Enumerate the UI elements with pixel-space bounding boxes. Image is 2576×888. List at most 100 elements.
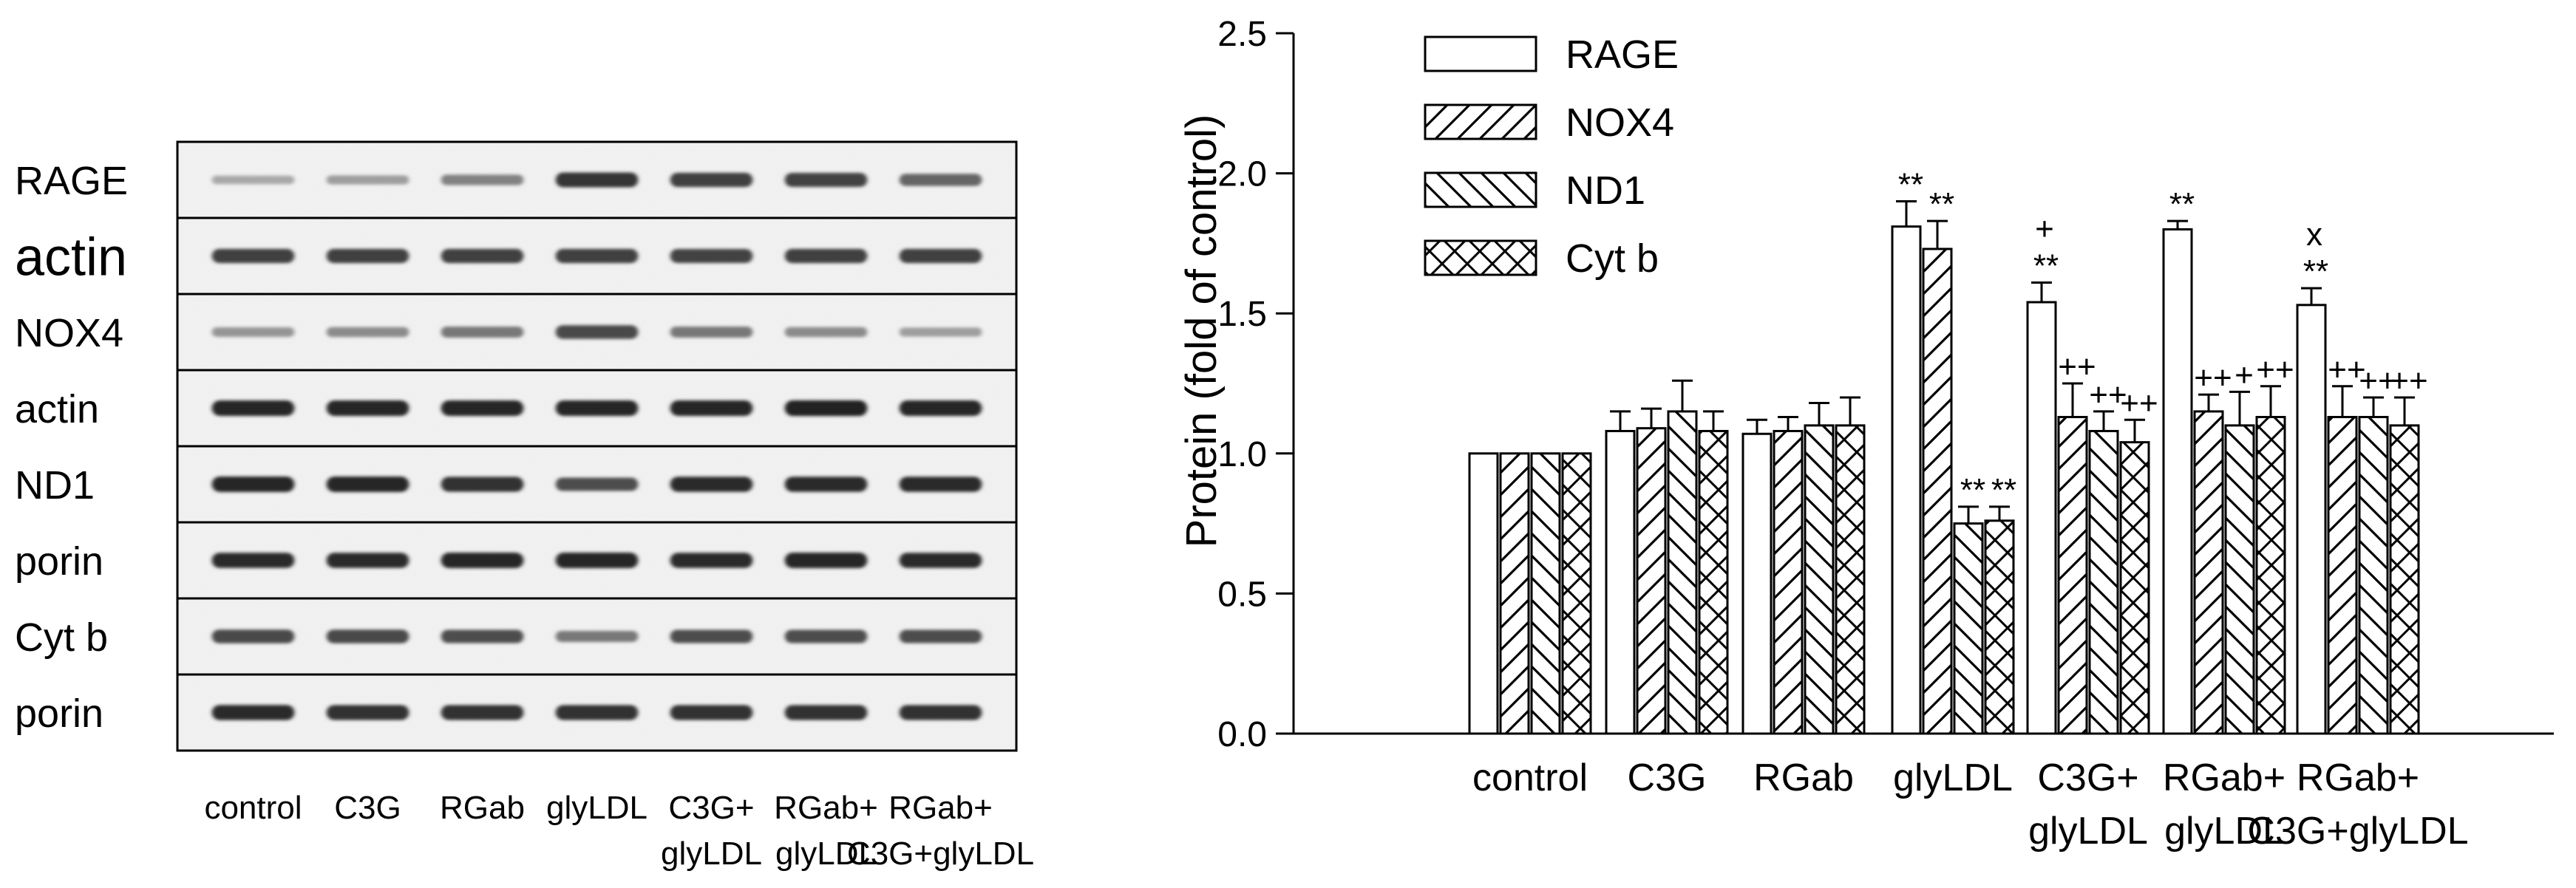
blot-row: porin <box>15 521 1018 600</box>
bar-group-item: ** <box>1953 472 1985 735</box>
protein-band <box>899 477 982 492</box>
significance-marker: ++ <box>2359 363 2396 399</box>
blot-lane-label: control <box>204 790 302 826</box>
bar-group-item: **+ <box>2026 211 2059 735</box>
protein-band <box>784 173 868 187</box>
x-category-label: C3G+ <box>2037 756 2138 799</box>
protein-band <box>555 400 639 416</box>
protein-band <box>899 553 982 568</box>
legend-swatch <box>1424 103 1537 140</box>
protein-band <box>899 629 982 643</box>
bar <box>1773 429 1804 735</box>
protein-band <box>211 327 295 337</box>
x-category-label: C3G <box>1628 756 1707 799</box>
blot-lane-label-line2: C3G+glyLDL <box>847 836 1034 872</box>
x-category-label-line2: C3G+glyLDL <box>2247 810 2468 853</box>
protein-band <box>211 553 295 568</box>
protein-band <box>326 400 409 416</box>
bar <box>1804 424 1835 735</box>
legend-entry: ND1 <box>1424 168 1645 213</box>
protein-band <box>784 248 868 264</box>
protein-band <box>899 400 982 416</box>
x-category-label-line2: glyLDL <box>2028 810 2148 853</box>
protein-band <box>784 477 868 492</box>
significance-marker-top: x <box>2306 216 2322 253</box>
bar-group-item: + <box>2224 357 2255 735</box>
bar-group-item <box>1773 416 1804 735</box>
legend-entry: NOX4 <box>1424 100 1674 145</box>
significance-marker: ** <box>2303 253 2328 290</box>
bar <box>1835 424 1866 735</box>
protein-band <box>555 172 639 188</box>
protein-band <box>441 629 524 643</box>
legend-entry: RAGE <box>1424 33 1679 77</box>
protein-band <box>670 553 753 568</box>
bar-group-item <box>1605 410 1636 735</box>
western-blot-panel: RAGE actin NOX4 actin ND1 porin Cyt b porin con… <box>0 0 1153 884</box>
protein-band <box>441 477 524 492</box>
protein-band <box>441 248 524 264</box>
blot-row-border <box>176 673 1018 752</box>
bar <box>1922 247 1953 735</box>
bar <box>1636 427 1667 735</box>
protein-band <box>784 553 868 568</box>
protein-band <box>326 477 409 492</box>
bar <box>1468 452 1499 735</box>
protein-band <box>211 175 295 185</box>
blot-protein-label: actin <box>15 228 127 287</box>
significance-marker: ++ <box>2120 385 2158 421</box>
protein-band <box>899 327 982 337</box>
legend-label: NOX4 <box>1566 100 1674 145</box>
protein-band <box>899 705 982 720</box>
bar <box>2162 228 2193 735</box>
blot-protein-label: Cyt b <box>15 615 108 660</box>
protein-band <box>784 629 868 643</box>
protein-band <box>441 705 524 720</box>
bar-group-item <box>1835 396 1866 735</box>
blot-protein-label: porin <box>15 691 103 736</box>
western-blot-figure: RAGE actin NOX4 actin ND1 porin Cyt b porin con… <box>15 140 1034 872</box>
legend-swatch <box>1424 239 1537 276</box>
protein-band <box>555 477 639 491</box>
blot-lane-label: glyLDL <box>546 790 648 826</box>
bar <box>1741 432 1773 735</box>
blot-row: NOX4 <box>15 293 1018 372</box>
bar <box>2193 410 2224 735</box>
protein-band <box>899 174 982 186</box>
significance-marker: ** <box>2033 247 2059 284</box>
bar <box>1984 519 2015 735</box>
bar-group-item: **x <box>2296 216 2328 735</box>
bar-group-item: ** <box>1922 186 1954 735</box>
blot-protein-label: RAGE <box>15 159 128 203</box>
blot-row: porin <box>15 673 1018 752</box>
protein-band <box>784 400 868 417</box>
blot-lane-label-line2: glyLDL <box>775 836 877 872</box>
bar <box>1499 452 1530 735</box>
y-tick-label: 1.0 <box>1217 435 1267 474</box>
legend-swatch <box>1424 35 1537 72</box>
protein-band <box>899 248 982 264</box>
y-tick-label: 1.5 <box>1217 295 1267 334</box>
blot-protein-label: actin <box>15 387 99 431</box>
significance-marker: ++ <box>2256 352 2294 388</box>
bar <box>2026 301 2057 735</box>
x-category-label: glyLDL <box>1893 756 2013 799</box>
significance-marker-top: + <box>2035 211 2054 247</box>
bar-group-item <box>1468 452 1499 735</box>
bar <box>2327 416 2358 735</box>
bar-group-item: ++ <box>2193 360 2232 735</box>
blot-row: ND1 <box>15 445 1018 524</box>
protein-band <box>670 705 753 720</box>
protein-band <box>326 327 409 338</box>
bar <box>2389 424 2420 735</box>
bar-chart-panel: 0.0 0.5 1.0 1.5 2.0 2.5 control C3G RGab glyLDL C3… <box>1153 0 2576 884</box>
protein-band <box>326 175 409 185</box>
blot-row: Cyt b <box>15 597 1018 676</box>
significance-marker: ++ <box>2089 377 2127 413</box>
protein-band <box>441 174 524 185</box>
bar <box>2224 424 2255 735</box>
y-tick-label: 2.5 <box>1217 15 1267 54</box>
blot-lane-label: RGab+ <box>888 790 993 826</box>
protein-band <box>326 248 409 264</box>
